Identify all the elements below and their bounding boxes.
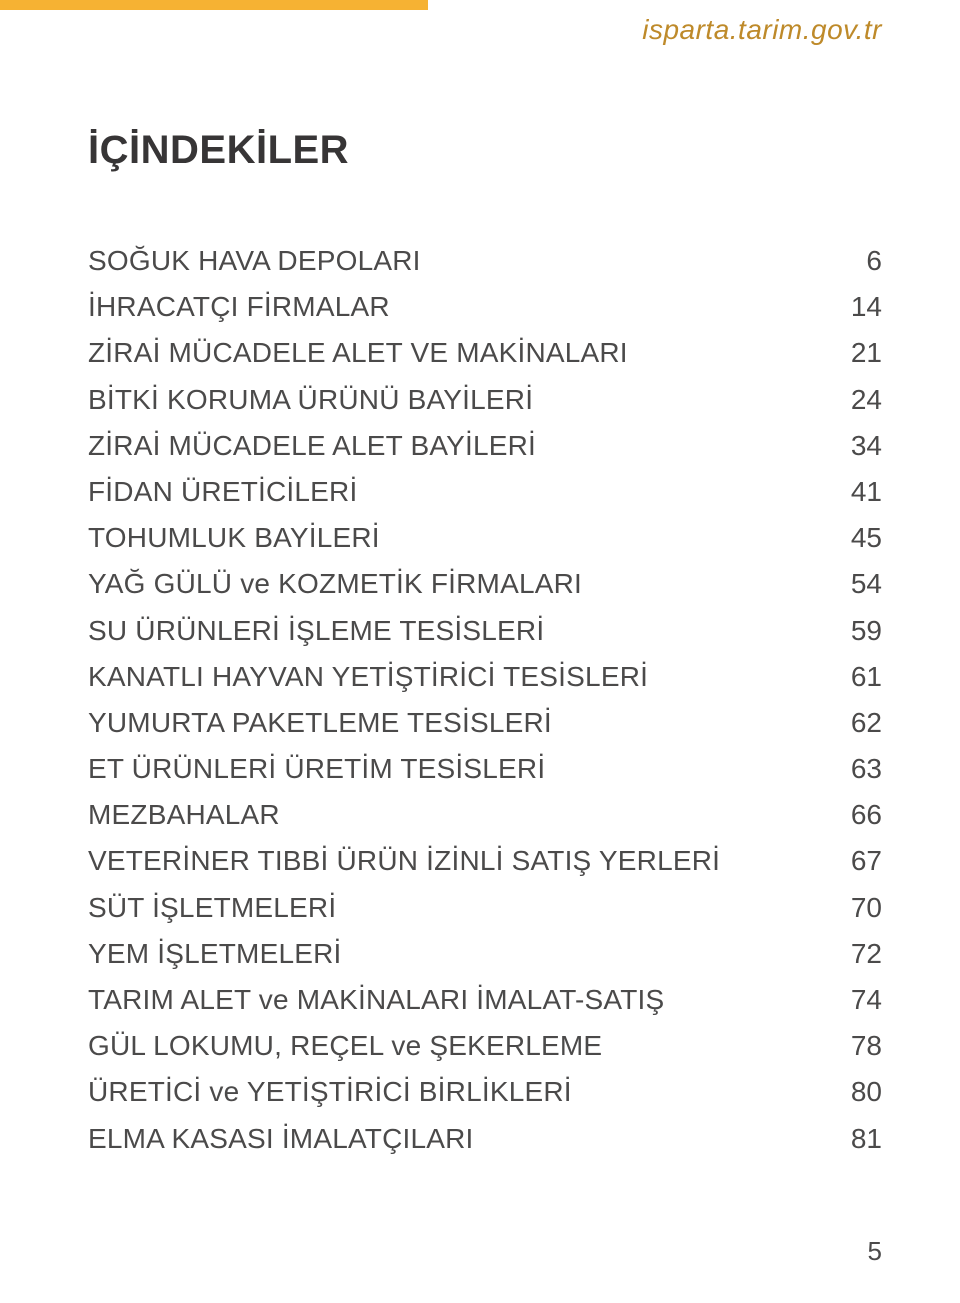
toc-label: ÜRETİCİ ve YETİŞTİRİCİ BİRLİKLERİ [88, 1078, 572, 1106]
toc-page: 21 [822, 339, 882, 367]
toc-label: VETERİNER TIBBİ ÜRÜN İZİNLİ SATIŞ YERLER… [88, 847, 720, 875]
toc-row: TARIM ALET ve MAKİNALARI İMALAT-SATIŞ 74 [88, 986, 882, 1014]
toc-page: 80 [822, 1078, 882, 1106]
toc-row: YAĞ GÜLÜ ve KOZMETİK FİRMALARI 54 [88, 570, 882, 598]
toc-page: 24 [822, 386, 882, 414]
content-area: İÇİNDEKİLER SOĞUK HAVA DEPOLARI 6 İHRACATÇ… [88, 128, 882, 1171]
toc-label: BİTKİ KORUMA ÜRÜNÜ BAYİLERİ [88, 386, 533, 414]
toc-page: 62 [822, 709, 882, 737]
toc-label: ZİRAİ MÜCADELE ALET VE MAKİNALARI [88, 339, 628, 367]
header-accent-bar [0, 0, 428, 10]
toc-page: 59 [822, 617, 882, 645]
toc-page: 66 [822, 801, 882, 829]
toc-row: VETERİNER TIBBİ ÜRÜN İZİNLİ SATIŞ YERLER… [88, 847, 882, 875]
toc-row: SU ÜRÜNLERİ İŞLEME TESİSLERİ 59 [88, 617, 882, 645]
toc-row: ZİRAİ MÜCADELE ALET VE MAKİNALARI 21 [88, 339, 882, 367]
toc-row: YEM İŞLETMELERİ 72 [88, 940, 882, 968]
toc-row: ÜRETİCİ ve YETİŞTİRİCİ BİRLİKLERİ 80 [88, 1078, 882, 1106]
toc-row: MEZBAHALAR 66 [88, 801, 882, 829]
toc-row: ZİRAİ MÜCADELE ALET BAYİLERİ 34 [88, 432, 882, 460]
toc-row: FİDAN ÜRETİCİLERİ 41 [88, 478, 882, 506]
toc-page: 67 [822, 847, 882, 875]
toc-label: TARIM ALET ve MAKİNALARI İMALAT-SATIŞ [88, 986, 664, 1014]
toc-row: TOHUMLUK BAYİLERİ 45 [88, 524, 882, 552]
toc-label: SU ÜRÜNLERİ İŞLEME TESİSLERİ [88, 617, 544, 645]
toc-label: SOĞUK HAVA DEPOLARI [88, 247, 421, 275]
toc-row: ELMA KASASI İMALATÇILARI 81 [88, 1125, 882, 1153]
toc-page: 14 [822, 293, 882, 321]
toc-row: ET ÜRÜNLERİ ÜRETİM TESİSLERİ 63 [88, 755, 882, 783]
toc-page: 63 [822, 755, 882, 783]
table-of-contents: SOĞUK HAVA DEPOLARI 6 İHRACATÇI FİRMALAR 14… [88, 247, 882, 1153]
toc-row: SÜT İŞLETMELERİ 70 [88, 894, 882, 922]
toc-row: GÜL LOKUMU, REÇEL ve ŞEKERLEME 78 [88, 1032, 882, 1060]
toc-page: 78 [822, 1032, 882, 1060]
toc-label: ELMA KASASI İMALATÇILARI [88, 1125, 474, 1153]
toc-page: 34 [822, 432, 882, 460]
toc-label: YUMURTA PAKETLEME TESİSLERİ [88, 709, 552, 737]
toc-label: SÜT İŞLETMELERİ [88, 894, 336, 922]
toc-label: YEM İŞLETMELERİ [88, 940, 342, 968]
toc-label: GÜL LOKUMU, REÇEL ve ŞEKERLEME [88, 1032, 602, 1060]
toc-label: TOHUMLUK BAYİLERİ [88, 524, 380, 552]
toc-page: 72 [822, 940, 882, 968]
toc-page: 74 [822, 986, 882, 1014]
toc-page: 70 [822, 894, 882, 922]
toc-label: İHRACATÇI FİRMALAR [88, 293, 390, 321]
toc-label: KANATLI HAYVAN YETİŞTİRİCİ TESİSLERİ [88, 663, 648, 691]
toc-row: SOĞUK HAVA DEPOLARI 6 [88, 247, 882, 275]
toc-row: BİTKİ KORUMA ÜRÜNÜ BAYİLERİ 24 [88, 386, 882, 414]
toc-page: 41 [822, 478, 882, 506]
toc-page: 6 [822, 247, 882, 275]
toc-label: ZİRAİ MÜCADELE ALET BAYİLERİ [88, 432, 536, 460]
toc-label: YAĞ GÜLÜ ve KOZMETİK FİRMALARI [88, 570, 582, 598]
toc-page: 81 [822, 1125, 882, 1153]
toc-label: FİDAN ÜRETİCİLERİ [88, 478, 357, 506]
toc-row: YUMURTA PAKETLEME TESİSLERİ 62 [88, 709, 882, 737]
page-number: 5 [868, 1236, 882, 1267]
toc-page: 61 [822, 663, 882, 691]
header-url: isparta.tarim.gov.tr [642, 14, 882, 46]
toc-label: ET ÜRÜNLERİ ÜRETİM TESİSLERİ [88, 755, 545, 783]
toc-page: 45 [822, 524, 882, 552]
toc-row: KANATLI HAYVAN YETİŞTİRİCİ TESİSLERİ 61 [88, 663, 882, 691]
toc-page: 54 [822, 570, 882, 598]
page-title: İÇİNDEKİLER [88, 128, 882, 173]
toc-label: MEZBAHALAR [88, 801, 280, 829]
toc-row: İHRACATÇI FİRMALAR 14 [88, 293, 882, 321]
